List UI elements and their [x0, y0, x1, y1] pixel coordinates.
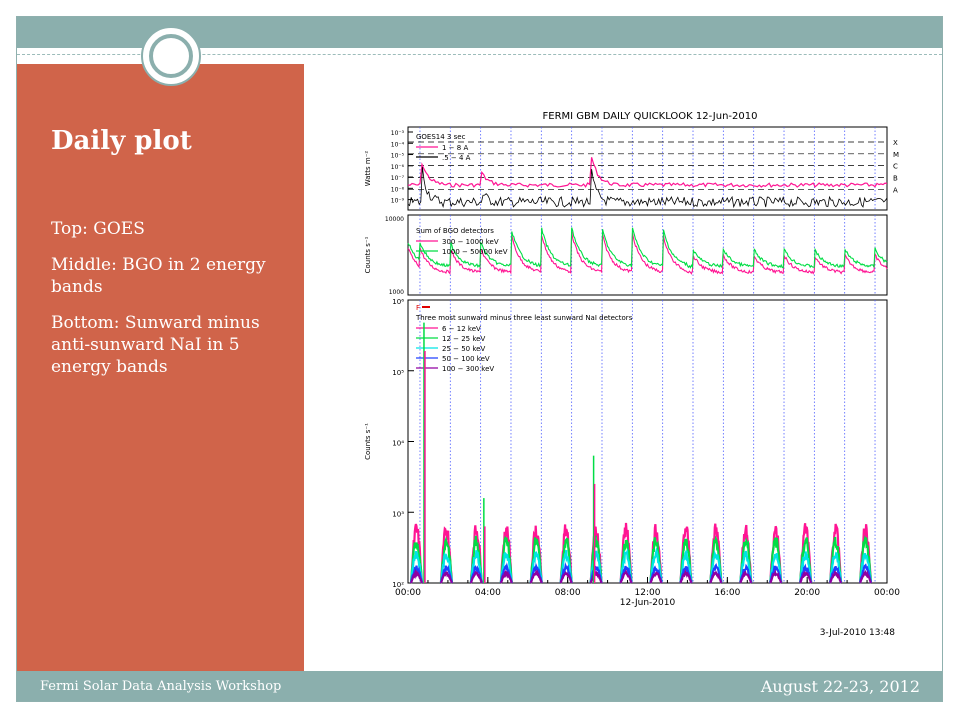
- nai-arch-series: [619, 548, 633, 584]
- bullet-list: Top: GOES Middle: BGO in 2 energy bands …: [51, 218, 281, 392]
- nai-legend-label: 25 − 50 keV: [442, 345, 485, 353]
- nai-arch-series: [469, 570, 483, 584]
- nai-arch-series: [829, 551, 843, 584]
- flare-class-label: X: [893, 139, 898, 147]
- bgo-legend-title: Sum of BGO detectors: [416, 227, 494, 235]
- x-axis-label: 12-Jun-2010: [620, 598, 676, 608]
- decorative-circle-inner: [149, 34, 193, 78]
- goes-legend-label: .5 − 4 A: [442, 154, 471, 162]
- goes-short-series: [407, 166, 888, 209]
- goes-long-series: [407, 157, 888, 188]
- nai-arch-series: [709, 550, 723, 584]
- nai-arch-series: [859, 569, 873, 584]
- goes-legend-title: GOES14 3 sec: [416, 133, 466, 141]
- nai-arch-series: [499, 551, 513, 584]
- flare-class-label: M: [893, 151, 899, 159]
- nai-arch-series: [439, 552, 453, 584]
- bullet-bgo: Middle: BGO in 2 energy bands: [51, 255, 266, 297]
- bullet-goes: Top: GOES: [51, 219, 145, 239]
- goes-y-label: Watts m⁻²: [364, 151, 372, 187]
- flare-class-label: A: [893, 186, 898, 194]
- nai-arch-series: [769, 569, 783, 584]
- nai-flag-label: F: [416, 304, 420, 312]
- goes-y-tick: 10⁻⁹: [391, 198, 405, 205]
- nai-arch-series: [649, 571, 663, 584]
- goes-y-tick: 10⁻⁴: [391, 141, 405, 148]
- footer-date: August 22-23, 2012: [760, 677, 920, 696]
- nai-arch-series: [799, 570, 813, 584]
- bgo-high-series: [407, 227, 888, 269]
- nai-y-tick: 10⁶: [392, 298, 404, 306]
- nai-arch-series: [649, 546, 663, 584]
- nai-arch-series: [829, 570, 843, 584]
- nai-arch-series: [499, 570, 513, 584]
- nai-y-tick: 10²: [392, 581, 404, 589]
- goes-y-tick: 10⁻⁸: [391, 186, 405, 193]
- nai-arch-series: [739, 570, 753, 584]
- goes-legend-label: 1 − 8 A: [442, 144, 468, 152]
- nai-arch-series: [799, 551, 813, 584]
- slide-title: Daily plot: [51, 126, 192, 156]
- nai-y-tick: 10⁵: [392, 369, 404, 377]
- goes-y-tick: 10⁻⁵: [391, 153, 405, 160]
- bottom-banner: [17, 671, 942, 701]
- decorative-circle: [141, 26, 201, 86]
- nai-arch-series: [589, 550, 603, 584]
- nai-legend-label: 100 − 300 keV: [442, 365, 494, 373]
- gbm-quicklook-chart: FERMI GBM DAILY QUICKLOOK 12-Jun-2010 00:…: [364, 111, 900, 638]
- nai-arch-series: [739, 550, 753, 584]
- footer-workshop: Fermi Solar Data Analysis Workshop: [40, 679, 282, 694]
- nai-arch-series: [709, 570, 723, 584]
- nai-arch-series: [439, 571, 453, 584]
- left-panel: [17, 64, 304, 671]
- nai-arch-series: [769, 553, 783, 584]
- nai-arch-series: [529, 568, 543, 584]
- nai-arch-series: [469, 550, 483, 584]
- bgo-legend-label: 1000 − 50000 keV: [442, 248, 508, 256]
- bgo-legend-label: 300 − 1000 keV: [442, 238, 499, 246]
- nai-arch-series: [619, 569, 633, 584]
- x-tick-label: 16:00: [714, 588, 740, 598]
- goes-y-tick: 10⁻⁷: [391, 175, 405, 182]
- panel-frame-0: [407, 126, 888, 211]
- nai-arch-series: [469, 565, 483, 584]
- flare-class-label: C: [893, 163, 898, 171]
- nai-legend-label: 50 − 100 keV: [442, 355, 490, 363]
- flare-class-label: B: [893, 174, 898, 182]
- nai-arch-series: [859, 553, 873, 584]
- nai-legend-title: Three most sunward minus three least sun…: [415, 314, 633, 322]
- slide-frame: [16, 16, 943, 702]
- bgo-low-series: [407, 231, 888, 275]
- nai-y-tick: 10³: [392, 510, 404, 518]
- bgo-y-tick: 10000: [385, 216, 404, 223]
- x-tick-label: 04:00: [475, 588, 501, 598]
- x-tick-label: 00:00: [395, 588, 421, 598]
- nai-arch-series: [769, 565, 783, 584]
- nai-arch-series: [409, 550, 424, 584]
- panel-frame-1: [407, 214, 888, 296]
- goes-y-tick: 10⁻⁶: [391, 164, 405, 171]
- goes-y-tick: 10⁻³: [391, 130, 405, 137]
- chart-title: FERMI GBM DAILY QUICKLOOK 12-Jun-2010: [543, 111, 758, 122]
- nai-arch-series: [679, 569, 693, 584]
- top-divider: [17, 54, 942, 55]
- nai-y-tick: 10⁴: [392, 440, 404, 448]
- x-tick-label: 12:00: [635, 588, 661, 598]
- x-tick-label: 20:00: [794, 588, 820, 598]
- chart-footer-date: 3-Jul-2010 13:48: [820, 628, 896, 638]
- nai-arch-series: [679, 550, 693, 584]
- nai-arch-series: [469, 535, 483, 584]
- bullet-nai: Bottom: Sunward minus anti-sunward NaI i…: [51, 313, 260, 377]
- nai-arch-series: [559, 571, 573, 584]
- bgo-y-tick: 1000: [389, 289, 404, 296]
- nai-arch-series: [589, 571, 603, 584]
- x-tick-label: 08:00: [555, 588, 581, 598]
- x-tick-label: 00:00: [874, 588, 900, 598]
- bgo-y-label: Counts s⁻¹: [364, 236, 372, 273]
- nai-y-label: Counts s⁻¹: [364, 423, 372, 460]
- nai-legend-label: 12 − 25 keV: [442, 335, 485, 343]
- nai-arch-series: [409, 568, 424, 584]
- nai-arch-series: [439, 536, 453, 584]
- nai-legend-label: 6 − 12 keV: [442, 325, 481, 333]
